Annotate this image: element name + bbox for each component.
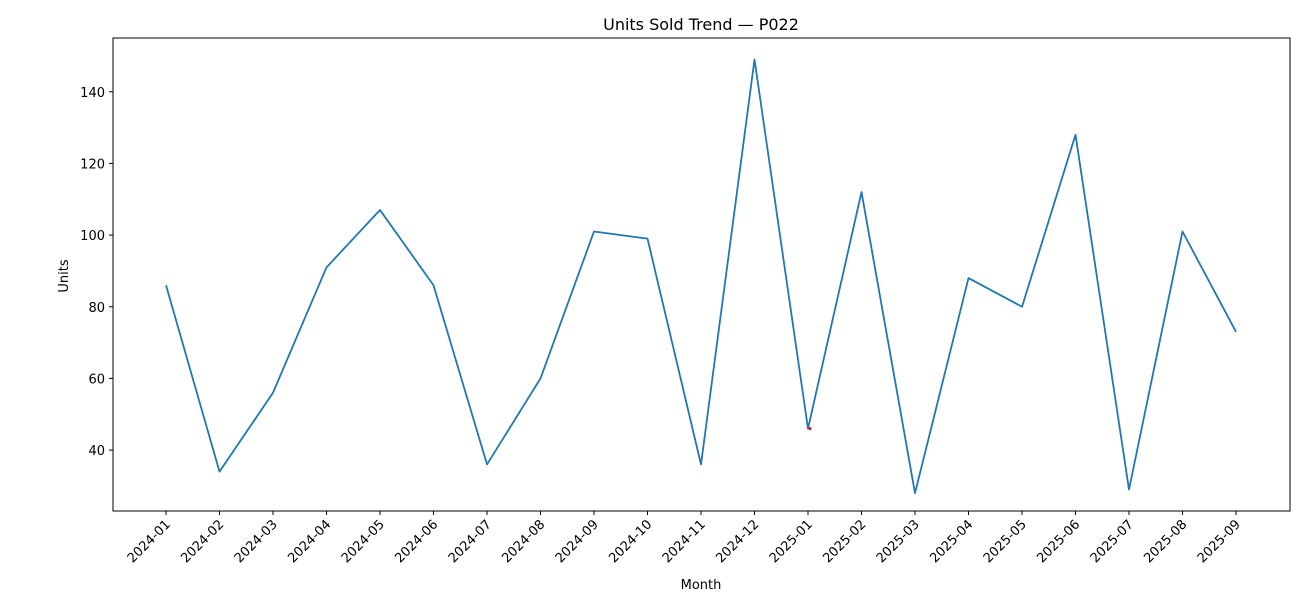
x-tick-label: 2025-05	[981, 517, 1030, 566]
y-tick-label: 140	[80, 86, 105, 101]
x-tick-label: 2025-07	[1088, 517, 1137, 566]
y-axis: 40 60 80 100 120 140	[80, 86, 113, 459]
x-tick-label: 2024-05	[339, 517, 388, 566]
highlight-marker	[808, 427, 811, 430]
x-tick-label: 2024-09	[553, 517, 602, 566]
x-tick-label: 2024-07	[446, 517, 495, 566]
y-tick-label: 40	[88, 444, 105, 459]
x-tick-label: 2025-02	[820, 517, 869, 566]
x-tick-label: 2024-10	[606, 517, 655, 566]
x-tick-label: 2025-03	[874, 517, 923, 566]
x-tick-label: 2024-03	[232, 517, 281, 566]
y-tick-label: 80	[88, 301, 105, 316]
y-tick-label: 60	[88, 372, 105, 387]
x-tick-label: 2024-06	[392, 517, 441, 566]
plot-area-frame	[113, 38, 1290, 511]
x-tick-label: 2024-02	[178, 517, 227, 566]
series-line	[166, 60, 1236, 494]
chart-title: Units Sold Trend — P022	[603, 15, 799, 34]
x-tick-label: 2025-01	[767, 517, 816, 566]
x-tick-label: 2024-04	[285, 517, 334, 566]
x-tick-label: 2025-09	[1195, 517, 1244, 566]
x-tick-label: 2025-08	[1141, 517, 1190, 566]
y-tick-label: 100	[80, 229, 105, 244]
y-axis-label: Units	[57, 259, 72, 292]
y-tick-label: 120	[80, 157, 105, 172]
x-tick-label: 2024-08	[499, 517, 548, 566]
series-layer	[166, 59, 1236, 493]
x-tick-label: 2025-06	[1034, 517, 1083, 566]
x-tick-label: 2024-01	[125, 517, 174, 566]
x-tick-label: 2025-04	[927, 517, 976, 566]
x-tick-label: 2024-12	[713, 517, 762, 566]
x-tick-label: 2024-11	[660, 517, 709, 566]
x-axis-label: Month	[681, 578, 722, 593]
